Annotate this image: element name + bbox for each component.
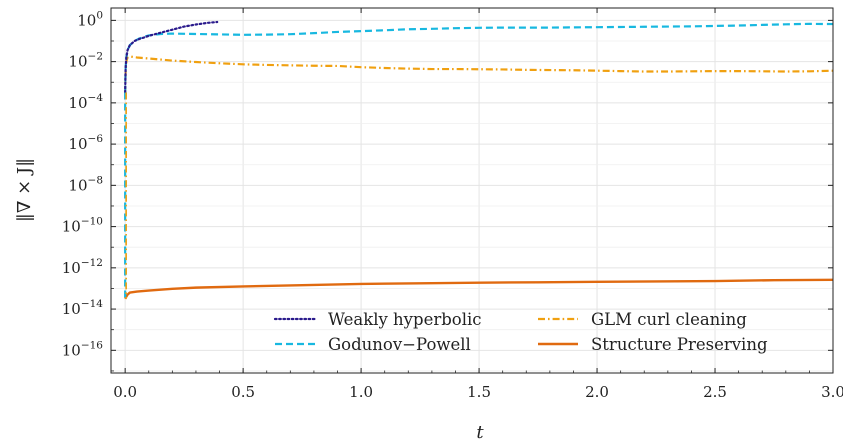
series-line-3 xyxy=(124,55,834,93)
x-axis-title: t xyxy=(476,422,484,443)
y-tick-exponent: −6 xyxy=(88,133,104,145)
legend-label: Weakly hyperbolic xyxy=(328,310,482,329)
y-tick-label: 10−8 xyxy=(68,174,103,194)
plot-border xyxy=(110,7,834,374)
y-tick-exponent: −4 xyxy=(88,92,104,104)
y-tick-label: 10−16 xyxy=(62,339,104,359)
legend-label: GLM curl cleaning xyxy=(591,310,747,329)
y-tick-exponent: −12 xyxy=(81,257,103,269)
y-tick-label: 10−12 xyxy=(62,257,103,277)
y-tick-label: 100 xyxy=(77,9,103,29)
series-line-1 xyxy=(124,20,219,94)
x-tick-label: 0.5 xyxy=(231,383,255,401)
x-tick-label: 1.5 xyxy=(467,383,491,401)
legend-label: Structure Preserving xyxy=(591,335,768,354)
x-tick-label: 1.0 xyxy=(349,383,373,401)
x-tick-label: 0.0 xyxy=(113,383,137,401)
x-tick-label: 2.5 xyxy=(703,383,727,401)
y-axis-title: ‖∇ × J‖ xyxy=(14,158,35,222)
x-tick-label: 2.0 xyxy=(585,383,609,401)
y-tick-exponent: −14 xyxy=(81,298,103,310)
legend: Weakly hyperbolic Godunov−Powell GLM curl … xyxy=(273,310,768,354)
plot-frame xyxy=(110,7,834,374)
y-tick-exponent: −16 xyxy=(81,339,103,351)
y-tick-exponent: −8 xyxy=(88,174,103,186)
y-tick-exponent: −10 xyxy=(81,216,103,228)
series-line-4 xyxy=(124,278,834,300)
y-tick-label: 10−6 xyxy=(68,133,103,153)
x-tick-label: 3.0 xyxy=(821,383,843,401)
y-tick-exponent: −2 xyxy=(88,51,103,63)
y-tick-label: 10−4 xyxy=(68,92,103,112)
y-tick-label: 10−14 xyxy=(62,298,104,318)
series-lines xyxy=(124,20,834,300)
y-tick-label: 10−2 xyxy=(68,51,103,71)
y-tick-label: 10−10 xyxy=(62,216,103,236)
legend-label: Godunov−Powell xyxy=(328,335,471,354)
y-tick-exponent: 0 xyxy=(96,9,103,21)
